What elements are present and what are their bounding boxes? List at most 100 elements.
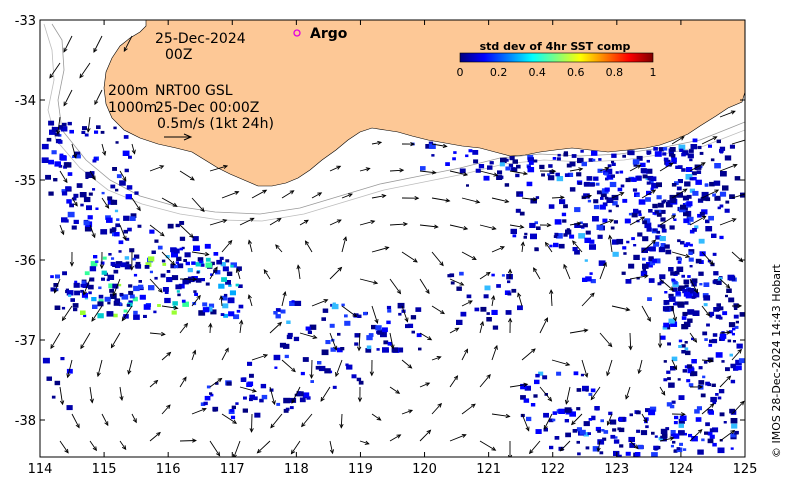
current-arrow: [641, 413, 648, 424]
current-arrow: [389, 386, 401, 394]
sst-pixel: [588, 158, 594, 162]
sst-pixel: [167, 223, 174, 229]
sst-pixel: [222, 303, 229, 309]
sst-pixel: [732, 340, 736, 343]
sst-pixel: [134, 191, 139, 195]
sst-pixel: [628, 436, 635, 443]
sst-pixel: [598, 158, 602, 161]
sst-pixel: [651, 182, 659, 189]
sst-pixel: [128, 284, 133, 288]
sst-pixel: [674, 449, 678, 452]
sst-pixel: [212, 408, 217, 412]
sst-pixel: [315, 365, 321, 370]
sst-pixel: [46, 137, 52, 142]
sst-pixel: [202, 307, 210, 313]
sst-pixel: [698, 380, 705, 385]
sst-pixel: [665, 161, 672, 167]
sst-pixel: [196, 271, 200, 274]
sst-pixel: [694, 164, 702, 170]
sst-pixel: [64, 219, 69, 223]
current-arrow: [671, 412, 686, 417]
sst-pixel: [645, 408, 651, 413]
sst-pixel: [646, 150, 652, 155]
sst-pixel: [673, 421, 678, 425]
y-tick-label: -36: [15, 254, 36, 269]
sst-pixel: [83, 220, 90, 226]
current-arrow: [247, 239, 253, 253]
sst-pixel: [548, 204, 555, 209]
sst-pixel: [716, 280, 722, 285]
sst-pixel: [210, 393, 214, 397]
sst-pixel: [215, 382, 219, 385]
sst-pixel: [687, 309, 695, 315]
sst-pixel: [660, 428, 668, 435]
sst-pixel: [57, 140, 63, 144]
sst-pixel: [555, 172, 560, 177]
current-arrow: [581, 194, 593, 199]
sst-pixel: [519, 211, 525, 216]
sst-pixel: [610, 174, 615, 178]
sst-pixel: [640, 162, 646, 168]
sst-pixel: [104, 296, 111, 302]
current-arrow: [719, 218, 737, 226]
sst-pixel: [283, 408, 289, 413]
sst-pixel: [667, 342, 671, 346]
sst-pixel: [321, 317, 326, 321]
sst-pixel: [60, 155, 67, 161]
sst-pixel: [669, 404, 675, 409]
current-arrow: [401, 251, 418, 263]
current-arrow: [521, 348, 536, 361]
sst-pixel: [259, 398, 264, 403]
current-arrow: [123, 35, 133, 53]
x-axis: 114 115 116 117 118 119 120 121 122 123 124 125: [28, 20, 757, 477]
sst-pixel: [527, 157, 534, 163]
sst-pixel: [480, 306, 487, 312]
sst-pixel: [703, 360, 708, 364]
sst-pixel: [646, 227, 652, 232]
sst-pixel: [713, 180, 721, 186]
sst-pixel: [376, 348, 380, 351]
sst-pixel: [69, 129, 74, 134]
sst-pixel: [681, 350, 686, 354]
current-arrow: [461, 251, 477, 260]
sst-pixel: [50, 275, 54, 279]
colorbar-tick-label: 0.2: [490, 66, 508, 79]
current-arrow: [544, 241, 553, 253]
current-arrow: [641, 305, 651, 322]
sst-pixel: [534, 379, 540, 385]
sst-pixel: [204, 395, 211, 401]
sst-pixel: [533, 159, 538, 163]
sst-pixel: [509, 156, 515, 161]
sst-pixel: [321, 349, 329, 356]
sst-pixel: [712, 252, 717, 256]
sst-pixel: [447, 274, 452, 278]
sst-pixel: [538, 371, 544, 376]
sst-pixel: [510, 228, 517, 234]
sst-pixel: [86, 205, 92, 211]
sst-pixel: [587, 199, 592, 203]
current-arrow: [341, 305, 358, 318]
sst-pixel: [725, 294, 728, 298]
sst-pixel: [226, 381, 232, 386]
sst-pixel: [611, 194, 619, 201]
sst-pixel: [355, 313, 359, 316]
current-arrow: [281, 359, 296, 373]
sst-pixel: [76, 183, 83, 188]
sst-pixel: [566, 163, 572, 168]
sst-pixel: [666, 402, 673, 407]
y-axis: -33 -34 -35 -36 -37 -38: [15, 14, 745, 429]
sst-pixel: [695, 179, 702, 185]
current-arrow: [449, 327, 460, 334]
sst-pixel: [656, 195, 662, 200]
current-arrow: [251, 354, 269, 361]
sst-pixel: [449, 273, 455, 278]
current-arrow: [191, 407, 207, 415]
sst-pixel: [691, 337, 695, 341]
sst-pixel: [670, 433, 675, 437]
sst-pixel: [616, 454, 622, 457]
sst-pixel: [81, 292, 88, 298]
sst-pixel: [115, 188, 119, 192]
sst-pixel: [608, 209, 612, 213]
sst-pixel: [48, 120, 55, 126]
sst-pixel: [582, 385, 589, 392]
